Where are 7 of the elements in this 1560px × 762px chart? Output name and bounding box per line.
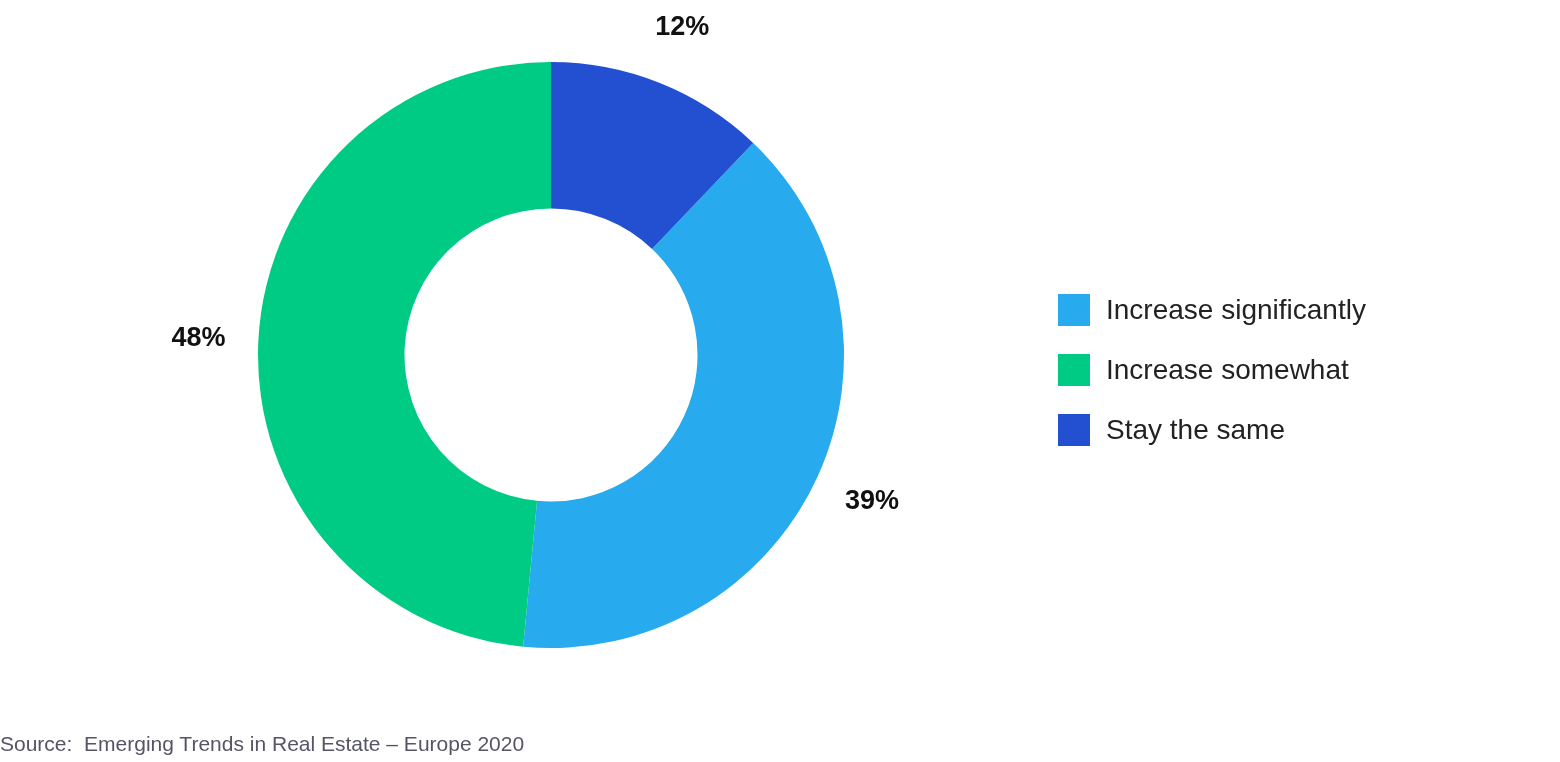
source-note: Source: Emerging Trends in Real Estate – Europe 2020	[0, 732, 525, 756]
legend-label: Stay the same	[1106, 414, 1285, 446]
data-label: 12%	[655, 10, 710, 41]
legend-label: Increase somewhat	[1106, 354, 1349, 386]
data-label: 48%	[171, 321, 226, 352]
data-label: 39%	[845, 485, 900, 516]
legend-label: Increase significantly	[1106, 294, 1366, 326]
